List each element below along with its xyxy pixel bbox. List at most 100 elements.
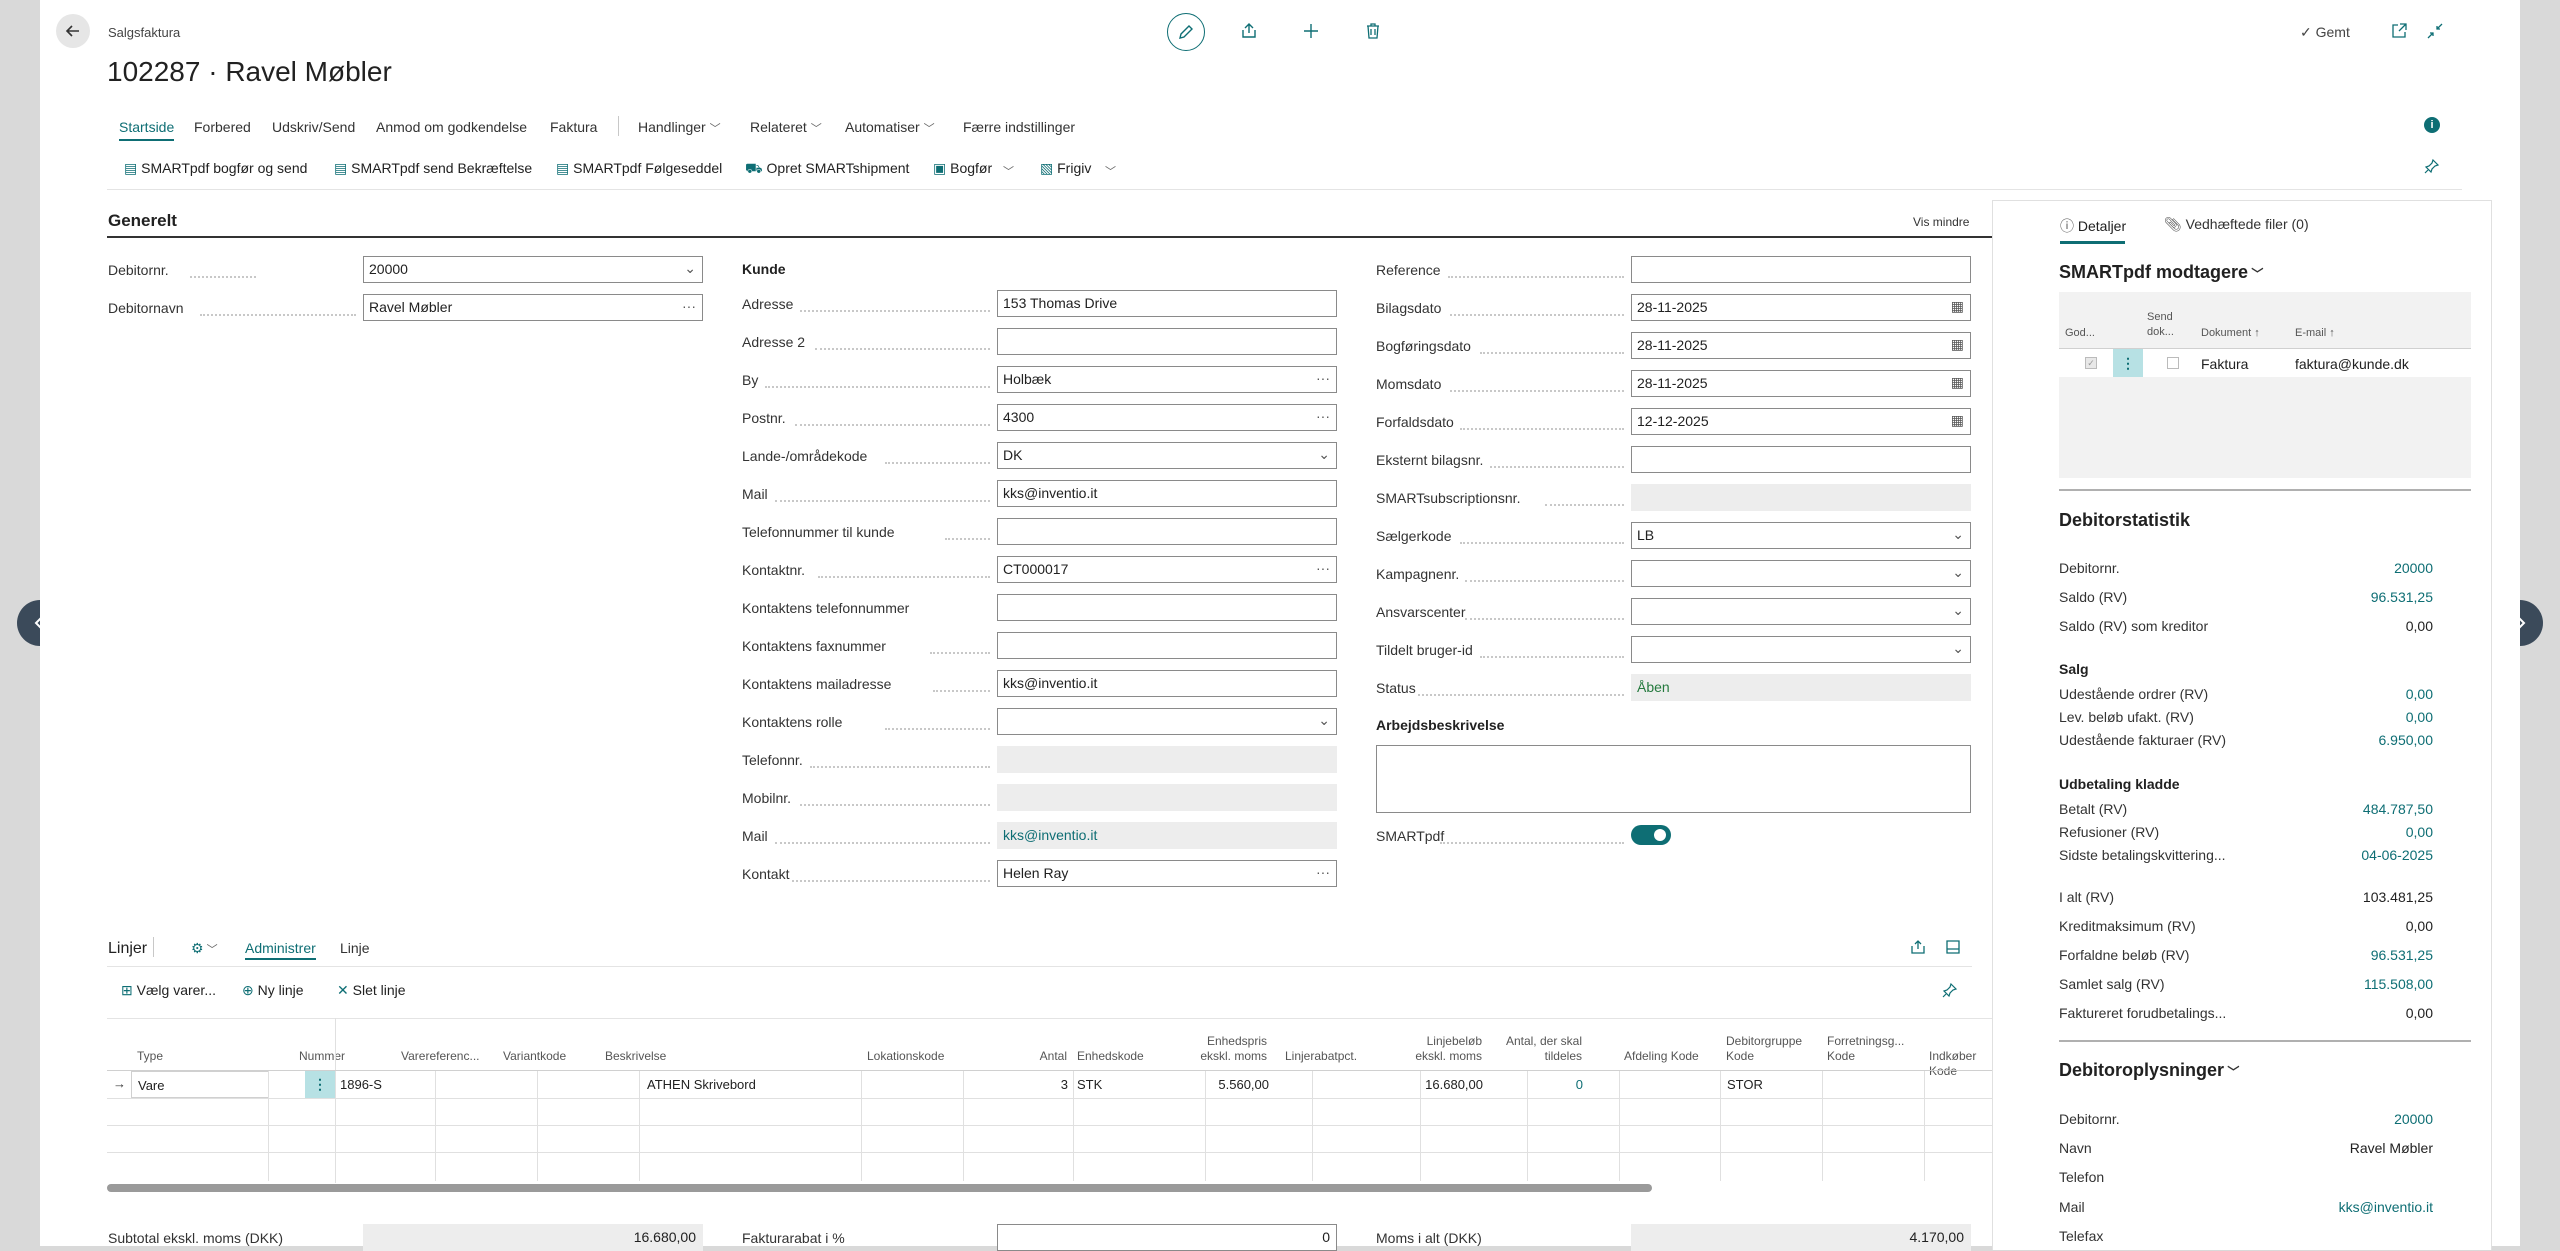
- col-variantkode[interactable]: Variantkode: [503, 1049, 567, 1063]
- kampagnenr-field[interactable]: ⌄: [1631, 560, 1971, 587]
- col-type[interactable]: Type: [137, 1049, 164, 1063]
- release-button[interactable]: ▧ Frigiv: [1040, 160, 1091, 177]
- nummer-cell[interactable]: 1896-S: [340, 1077, 382, 1092]
- col-god[interactable]: God...: [2065, 327, 2095, 339]
- mail2-link[interactable]: kks@inventio.it: [997, 822, 1337, 849]
- list-item[interactable]: ✓ ⋮ Faktura faktura@kunde.dk: [2059, 349, 2471, 377]
- antal-cell[interactable]: 3: [1060, 1077, 1068, 1092]
- kontakt-mail-field[interactable]: kks@inventio.it: [997, 670, 1337, 697]
- kontakt-fax-field[interactable]: [997, 632, 1337, 659]
- adresse2-field[interactable]: [997, 328, 1337, 355]
- col-enhedspris[interactable]: Enhedspris ekskl. moms: [1200, 1034, 1267, 1063]
- open-new-window-button[interactable]: [2390, 22, 2408, 43]
- eksternt-bilagsnr-field[interactable]: [1631, 446, 1971, 473]
- send-document-checkbox[interactable]: [2167, 357, 2179, 369]
- general-section-title[interactable]: Generelt: [108, 211, 177, 230]
- stat-value[interactable]: 04-06-2025: [2361, 847, 2433, 863]
- enhedspris-cell[interactable]: 5.560,00: [1218, 1077, 1269, 1092]
- col-debitorgruppe[interactable]: Debitorgruppe Kode: [1726, 1034, 1803, 1063]
- tab-relateret[interactable]: Relateret ﹀: [750, 119, 822, 136]
- stat-value[interactable]: 96.531,25: [2370, 589, 2433, 605]
- back-button[interactable]: [56, 14, 90, 48]
- delete-button[interactable]: [1364, 22, 1382, 43]
- mail-field[interactable]: kks@inventio.it: [997, 480, 1337, 507]
- col-lokationskode[interactable]: Lokationskode: [867, 1049, 945, 1063]
- tab-linje[interactable]: Linje: [340, 940, 370, 956]
- ansvarscenter-field[interactable]: ⌄: [1631, 598, 1971, 625]
- tab-administrer[interactable]: Administrer: [245, 940, 316, 960]
- show-less-link[interactable]: Vis mindre: [1913, 215, 1970, 229]
- tab-attachments[interactable]: 📎︎ Vedhæftede filer (0): [2164, 216, 2309, 233]
- bogfoeringsdato-field[interactable]: 28-11-2025 ▦: [1631, 332, 1971, 359]
- pin-action-bar-button[interactable]: [2424, 158, 2440, 177]
- forfaldsdato-field[interactable]: 12-12-2025 ▦: [1631, 408, 1971, 435]
- postnr-field[interactable]: 4300 ···: [997, 404, 1337, 431]
- tab-handlinger[interactable]: Handlinger ﹀: [638, 119, 721, 136]
- col-nummer[interactable]: Nummer: [299, 1049, 346, 1063]
- customer-info-title[interactable]: Debitoroplysninger ﹀: [2059, 1060, 2239, 1081]
- kontakt-telefon-field[interactable]: [997, 594, 1337, 621]
- col-send[interactable]: Send dok...: [2147, 311, 2174, 338]
- stat-value[interactable]: 0,00: [2405, 686, 2433, 702]
- create-smartshipment-button[interactable]: ⛟ Opret SMARTshipment: [745, 160, 909, 179]
- smartpdf-toggle[interactable]: [1631, 825, 1671, 845]
- row-menu-icon[interactable]: ⋮: [2113, 349, 2143, 377]
- col-enhedskode[interactable]: Enhedskode: [1077, 1049, 1144, 1063]
- tab-details[interactable]: ⓘ Detaljer: [2060, 216, 2126, 236]
- bilagsdato-field[interactable]: 28-11-2025 ▦: [1631, 294, 1971, 321]
- adresse-field[interactable]: 153 Thomas Drive: [997, 290, 1337, 317]
- enhedskode-cell[interactable]: STK: [1077, 1077, 1103, 1092]
- row-menu-icon[interactable]: ⋮: [305, 1071, 335, 1098]
- stat-value[interactable]: 0,00: [2405, 709, 2433, 725]
- telefon-kunde-field[interactable]: [997, 518, 1337, 545]
- info-value[interactable]: 20000: [2394, 1111, 2433, 1127]
- col-beskrivelse[interactable]: Beskrivelse: [605, 1049, 667, 1063]
- kontaktnr-field[interactable]: CT000017 ···: [997, 556, 1337, 583]
- new-line-button[interactable]: ⊕ Ny linje: [242, 982, 304, 999]
- stat-value[interactable]: 484.787,50: [2362, 801, 2433, 817]
- col-dokument[interactable]: Dokument ↑: [2201, 326, 2260, 341]
- beskrivelse-cell[interactable]: ATHEN Skrivebord: [647, 1077, 756, 1092]
- stat-value[interactable]: 20000: [2394, 560, 2433, 576]
- lines-share-button[interactable]: [1910, 939, 1926, 958]
- reference-field[interactable]: [1631, 256, 1971, 283]
- tab-faerre-indstillinger[interactable]: Færre indstillinger: [963, 119, 1076, 135]
- col-afdeling[interactable]: Afdeling Kode: [1624, 1049, 1699, 1063]
- stat-value[interactable]: 96.531,25: [2370, 947, 2433, 963]
- customer-statistics-title[interactable]: Debitorstatistik: [2059, 510, 2191, 530]
- col-varereference[interactable]: Varereferenc...: [401, 1049, 480, 1063]
- lines-section-title[interactable]: Linjer: [108, 940, 148, 957]
- kontakt-rolle-field[interactable]: ⌄: [997, 708, 1337, 735]
- by-field[interactable]: Holbæk ···: [997, 366, 1337, 393]
- smartpdf-post-send-button[interactable]: ▤ SMARTpdf bogfør og send: [124, 160, 307, 177]
- saelgerkode-field[interactable]: LB ⌄: [1631, 522, 1971, 549]
- col-antal[interactable]: Antal: [1039, 1049, 1067, 1063]
- line-view-selector[interactable]: ⚙ ﹀: [191, 940, 218, 957]
- smartpdf-recipients-title[interactable]: SMARTpdf modtagere ﹀: [2059, 262, 2263, 283]
- delete-line-button[interactable]: ✕ Slet linje: [337, 982, 406, 999]
- choose-items-button[interactable]: ⊞ Vælg varer...: [121, 982, 216, 999]
- email-cell[interactable]: faktura@kunde.dk: [2295, 356, 2409, 372]
- col-email[interactable]: E-mail ↑: [2295, 326, 2335, 341]
- fakturarabat-field[interactable]: 0: [997, 1224, 1337, 1251]
- tab-faktura[interactable]: Faktura: [550, 119, 598, 135]
- table-row[interactable]: → Vare ⋮ 1896-S ATHEN Skrivebord 3 STK 5…: [107, 1071, 2007, 1098]
- stat-value[interactable]: 115.508,00: [2363, 976, 2433, 992]
- col-linjebeloeb[interactable]: Linjebeløb ekskl. moms: [1415, 1034, 1482, 1063]
- smartpdf-send-confirmation-button[interactable]: ▤ SMARTpdf send Bekræftelse: [334, 160, 532, 177]
- debitorgruppe-cell[interactable]: STOR: [1727, 1077, 1763, 1092]
- col-indkoeber[interactable]: Indkøber Kode: [1929, 1049, 1977, 1078]
- stat-value[interactable]: 6.950,00: [2378, 732, 2434, 748]
- info-icon[interactable]: i: [2424, 117, 2440, 133]
- tab-startside[interactable]: Startside: [119, 119, 175, 141]
- debitornr-field[interactable]: 20000 ⌄: [363, 256, 703, 283]
- arbejdsbeskrivelse-textarea[interactable]: [1376, 745, 1971, 813]
- antal-tildeles-link[interactable]: 0: [1575, 1077, 1583, 1092]
- stat-value[interactable]: 0,00: [2405, 824, 2433, 840]
- post-dropdown-chevron-icon[interactable]: ﹀: [1003, 166, 1014, 178]
- edit-button[interactable]: [1167, 13, 1205, 51]
- info-value[interactable]: kks@inventio.it: [2338, 1199, 2433, 1215]
- col-linjerabat[interactable]: Linjerabatpct.: [1285, 1049, 1358, 1063]
- momsdato-field[interactable]: 28-11-2025 ▦: [1631, 370, 1971, 397]
- share-button[interactable]: [1240, 22, 1258, 43]
